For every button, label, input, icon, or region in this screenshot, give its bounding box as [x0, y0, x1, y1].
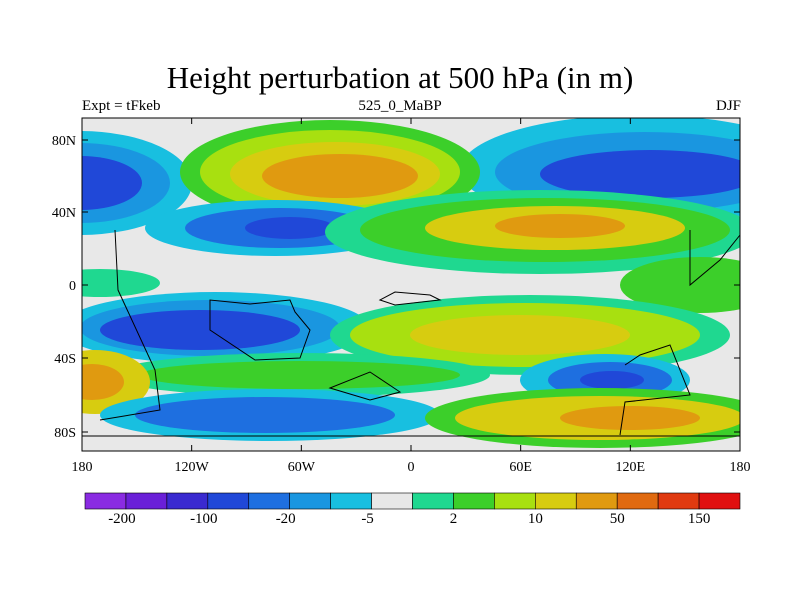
colorbar-swatch [698, 492, 741, 510]
y-tick-label: 0 [69, 279, 76, 294]
colorbar-swatch [84, 492, 127, 510]
y-axis: 80N 40N 0 40S 80S [52, 134, 740, 441]
y-tick-label: 80N [52, 134, 76, 149]
contour-neg-nw-3 [82, 156, 142, 210]
contour-pos-n-4 [262, 154, 418, 198]
coastlines [82, 229, 741, 437]
contour-neg-s-east-3 [580, 371, 644, 389]
colorbar-swatch [412, 492, 454, 510]
x-tick-label: 180 [72, 460, 93, 475]
colorbar-label: -5 [361, 511, 374, 527]
colorbar-swatch [657, 492, 700, 510]
colorbar-label: -100 [190, 511, 218, 527]
x-tick-label: 180 [730, 460, 751, 475]
contour-pos-tropic [620, 257, 740, 313]
colorbar-swatch [248, 492, 290, 510]
colorbar-swatch [494, 492, 536, 510]
contour-neg-n-mid-3 [245, 217, 335, 239]
season-label: DJF [715, 98, 741, 114]
colorbar-label: -200 [108, 511, 136, 527]
colorbar-swatch [289, 492, 331, 510]
colorbar-label: 150 [688, 511, 711, 527]
y-tick-label: 80S [54, 426, 76, 441]
contour-field [82, 118, 740, 451]
contour-pos-n-mid-4 [495, 214, 625, 238]
x-axis: 180 120W 60W 0 60E 120E 180 [72, 118, 751, 475]
colorbar-swatch [207, 492, 250, 510]
colorbar-swatch [535, 492, 577, 510]
contour-pos-sw-2 [82, 364, 124, 400]
x-tick-label: 60W [288, 460, 316, 475]
contour-neg-s-sub-3 [100, 310, 300, 350]
x-tick-label: 120E [616, 460, 646, 475]
contour-pos-tropic-w [82, 269, 160, 297]
colorbar-swatch [453, 492, 495, 510]
contour-pos-south-east-3 [560, 406, 700, 430]
colorbar-swatch [166, 492, 209, 510]
x-tick-label: 60E [509, 460, 532, 475]
colorbar-swatch [125, 492, 168, 510]
run-label: 525_0_MaBP [358, 98, 442, 114]
contour-neg-ne-3 [540, 150, 740, 198]
colorbar-label: 2 [450, 511, 458, 527]
contour-pos-s-mid-2 [140, 361, 460, 389]
colorbar-label: 50 [610, 511, 625, 527]
map-title: Height perturbation at 500 hPa (in m) [166, 60, 634, 95]
colorbar-swatch [575, 492, 618, 510]
colorbar-swatch [371, 492, 413, 510]
experiment-label: Expt = tFkeb [82, 98, 161, 114]
contour-neg-south-2 [135, 397, 395, 433]
colorbar-swatch [330, 492, 372, 510]
colorbar: -200 -100 -20 -5 2 10 50 150 [84, 492, 741, 527]
colorbar-swatch [616, 492, 659, 510]
colorbar-label: 10 [528, 511, 543, 527]
colorbar-label: -20 [276, 511, 296, 527]
x-tick-label: 120W [175, 460, 210, 475]
contour-pos-s-sub-3 [410, 315, 630, 355]
y-tick-label: 40S [54, 352, 76, 367]
x-tick-label: 0 [408, 460, 415, 475]
y-tick-label: 40N [52, 206, 76, 221]
